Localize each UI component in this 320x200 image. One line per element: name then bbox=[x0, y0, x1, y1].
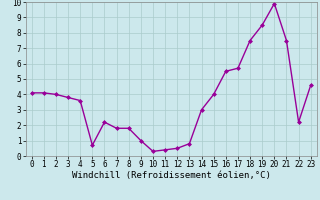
X-axis label: Windchill (Refroidissement éolien,°C): Windchill (Refroidissement éolien,°C) bbox=[72, 171, 271, 180]
